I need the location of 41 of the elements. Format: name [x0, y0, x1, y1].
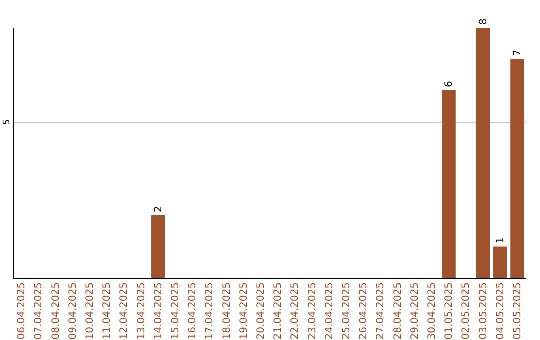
x-tick-label: 24.04.2025: [324, 282, 336, 340]
x-tick-label: 20.04.2025: [256, 282, 267, 340]
x-tick-label: 12.04.2025: [119, 282, 130, 340]
x-tick-label: 14.04.2025: [153, 282, 164, 340]
x-tick-label: 21.04.2025: [273, 282, 284, 340]
bar: [476, 28, 490, 278]
x-tick-label: 07.04.2025: [34, 282, 45, 340]
x-tick-label: 17.04.2025: [204, 282, 216, 340]
x-tick-label: 01.05.2025: [444, 282, 456, 340]
x-tick-label: 05.05.2025: [512, 282, 524, 340]
bar: [152, 216, 166, 278]
bar: [442, 90, 456, 278]
x-tick-label: 28.04.2025: [392, 282, 404, 340]
x-tick-label: 13.04.2025: [136, 282, 148, 340]
x-tick-label: 09.04.2025: [68, 282, 79, 340]
data-label: 7: [512, 50, 524, 56]
data-label: 6: [444, 81, 456, 88]
bar: [494, 246, 508, 278]
x-tick-label: 11.04.2025: [102, 282, 114, 340]
x-tick-label: 22.04.2025: [290, 282, 302, 340]
x-tick-label: 18.04.2025: [222, 282, 233, 340]
x-tick-label: 26.04.2025: [358, 282, 370, 340]
x-tick-label: 30.04.2025: [426, 282, 438, 340]
x-tick-label: 25.04.2025: [341, 282, 352, 340]
x-tick-label: 10.04.2025: [84, 282, 96, 340]
x-tick-label: 23.04.2025: [307, 282, 318, 340]
y-tick-label: 5: [2, 119, 12, 126]
x-tick-label: 04.05.2025: [495, 282, 506, 340]
x-tick-label: 19.04.2025: [238, 282, 250, 340]
x-tick-label: 27.04.2025: [376, 282, 387, 340]
data-label: 8: [478, 18, 490, 25]
x-tick-label: 08.04.2025: [50, 282, 62, 340]
x-tick-label: 06.04.2025: [16, 282, 28, 340]
data-label: 2: [153, 206, 164, 212]
x-tick-label: 16.04.2025: [188, 282, 199, 340]
data-label: 1: [495, 237, 506, 244]
x-tick-label: 02.05.2025: [461, 282, 472, 340]
x-tick-label: 03.05.2025: [478, 282, 490, 340]
bar: [510, 59, 524, 278]
x-tick-label: 29.04.2025: [410, 282, 421, 340]
x-tick-label: 15.04.2025: [170, 282, 182, 340]
